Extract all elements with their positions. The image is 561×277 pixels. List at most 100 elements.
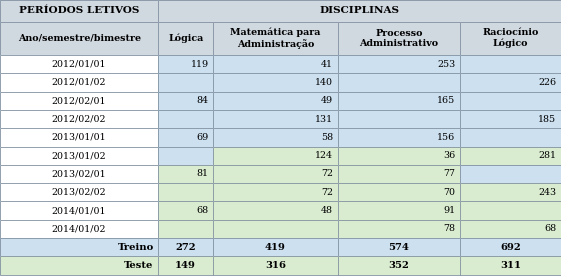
Bar [0,55,158,73]
Bar [460,257,561,275]
Bar [338,73,460,92]
Text: 2014/01/02: 2014/01/02 [52,224,107,234]
Bar [213,92,338,110]
Bar [158,183,213,201]
Bar [213,55,338,73]
Text: Treino: Treino [117,243,154,252]
Bar [158,55,213,73]
Bar [460,183,561,201]
Text: 131: 131 [315,115,333,124]
Bar [338,147,460,165]
Bar [213,110,338,128]
Text: 68: 68 [196,206,209,215]
Bar [158,147,213,165]
Bar [0,73,158,92]
Bar [338,22,460,55]
Bar [460,110,561,128]
Bar [0,147,158,165]
Text: 2013/01/02: 2013/01/02 [52,151,107,160]
Text: DISCIPLINAS: DISCIPLINAS [320,6,399,16]
Text: 119: 119 [191,60,209,69]
Bar [213,165,338,183]
Text: 41: 41 [321,60,333,69]
Text: 185: 185 [539,115,557,124]
Text: Processo
Administrativo: Processo Administrativo [359,29,439,48]
Bar [460,55,561,73]
Bar [338,110,460,128]
Bar [213,201,338,220]
Bar [0,238,158,257]
Text: Lógica: Lógica [168,34,203,43]
Bar [338,55,460,73]
Bar [0,0,158,22]
Bar [213,257,338,275]
Bar [0,73,158,92]
Bar [0,110,158,128]
Bar [0,220,158,238]
Bar [213,147,338,165]
Bar [158,110,213,128]
Bar [158,92,213,110]
Bar [158,257,213,275]
Bar [460,220,561,238]
Bar [338,201,460,220]
Text: 2013/02/02: 2013/02/02 [52,188,107,197]
Bar [213,22,338,55]
Text: PERÍODOS LETIVOS: PERÍODOS LETIVOS [19,6,139,16]
Text: 69: 69 [196,133,209,142]
Bar [460,92,561,110]
Text: 36: 36 [443,151,456,160]
Bar [0,201,158,220]
Bar [0,22,158,55]
Bar [460,22,561,55]
Bar [0,128,158,147]
Bar [338,238,460,257]
Text: 84: 84 [197,96,209,105]
Text: 226: 226 [539,78,557,87]
Text: 243: 243 [539,188,557,197]
Bar [460,201,561,220]
Bar [213,165,338,183]
Bar [338,110,460,128]
Bar [158,22,213,55]
Bar [158,165,213,183]
Bar [213,73,338,92]
Bar [213,128,338,147]
Bar [460,110,561,128]
Text: 2014/01/01: 2014/01/01 [52,206,107,215]
Text: Matemática para
Administração: Matemática para Administração [230,28,321,49]
Bar [338,257,460,275]
Bar [0,128,158,147]
Text: 77: 77 [444,170,456,178]
Text: Raciocínio
Lógico: Raciocínio Lógico [482,29,539,48]
Text: 91: 91 [443,206,456,215]
Text: 419: 419 [265,243,286,252]
Text: 70: 70 [444,188,456,197]
Bar [0,165,158,183]
Bar [213,22,338,55]
Bar [213,238,338,257]
Bar [213,110,338,128]
Bar [213,201,338,220]
Bar [213,183,338,201]
Bar [338,22,460,55]
Bar [213,128,338,147]
Text: 2012/02/02: 2012/02/02 [52,115,107,124]
Bar [158,201,213,220]
Bar [0,92,158,110]
Bar [158,165,213,183]
Bar [460,220,561,238]
Bar [338,165,460,183]
Bar [158,55,213,73]
Bar [460,22,561,55]
Bar [460,92,561,110]
Bar [338,128,460,147]
Bar [460,257,561,275]
Bar [0,183,158,201]
Bar [460,73,561,92]
Text: Ano/semestre/bimestre: Ano/semestre/bimestre [17,34,141,43]
Bar [158,238,213,257]
Bar [460,165,561,183]
Bar [158,0,561,22]
Bar [213,220,338,238]
